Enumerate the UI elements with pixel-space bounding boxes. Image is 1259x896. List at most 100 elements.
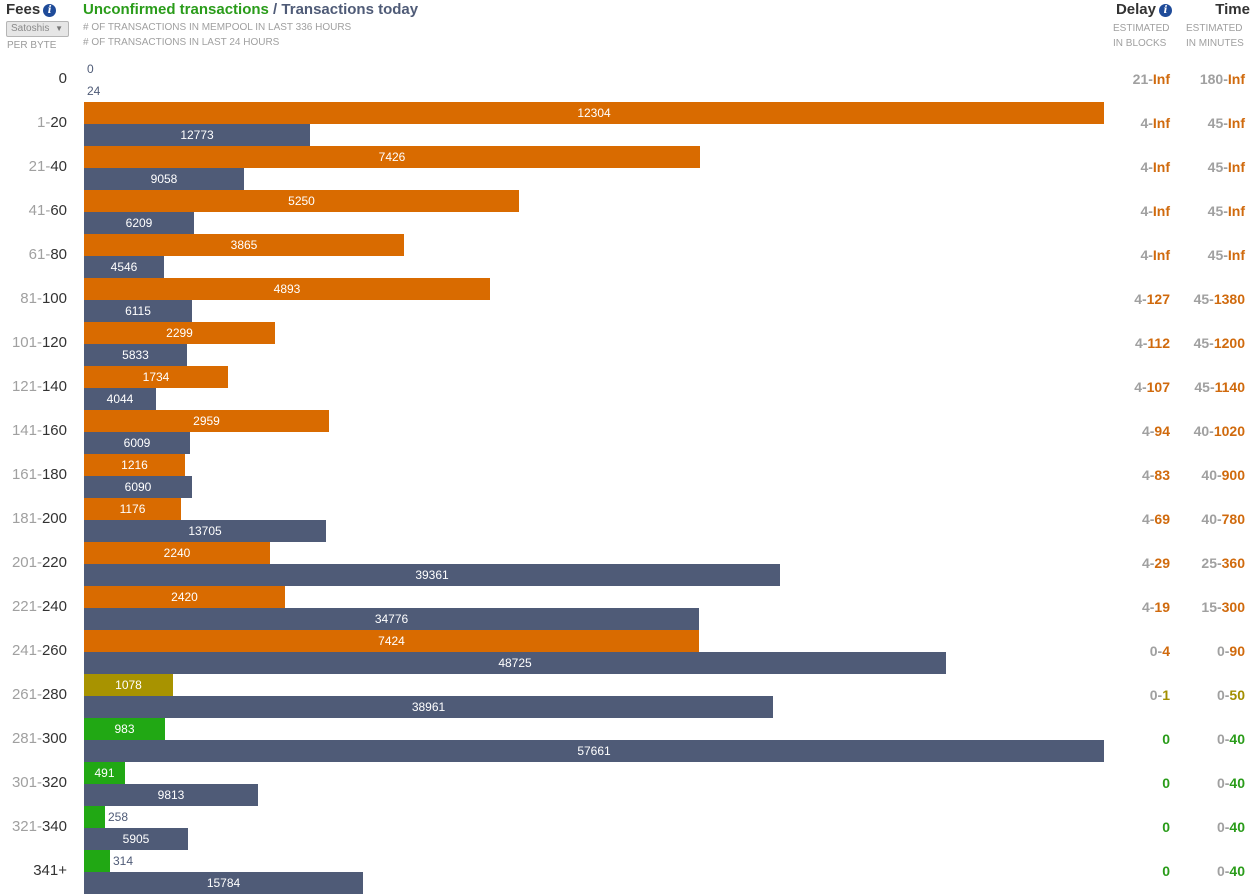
bar-unconfirmed[interactable]	[84, 278, 490, 300]
delay-estimate-low: 4-	[1141, 599, 1155, 615]
delay-estimate-low: 4-	[1141, 423, 1155, 439]
bar-today[interactable]	[84, 564, 780, 586]
bar-unconfirmed[interactable]	[84, 586, 285, 608]
fee-range-label: 341+	[33, 862, 67, 879]
bar-today[interactable]	[84, 520, 326, 542]
delay-estimate-low: 4-	[1140, 203, 1153, 219]
time-estimate-low: 0-	[1216, 863, 1230, 879]
time-estimate-high: 360	[1221, 555, 1245, 571]
fee-range-low: 61	[28, 246, 46, 263]
fee-range-high: 180	[41, 466, 67, 483]
bar-today[interactable]	[84, 168, 244, 190]
delay-estimate-low: 4-	[1141, 555, 1155, 571]
bar-today[interactable]	[84, 476, 192, 498]
bar-unconfirmed[interactable]	[84, 190, 519, 212]
bar-unconfirmed[interactable]	[84, 234, 404, 256]
bar-today[interactable]	[84, 608, 699, 630]
bar-unconfirmed[interactable]	[84, 366, 228, 388]
time-estimate: 0-40	[1217, 774, 1245, 792]
time-estimate: 0-40	[1217, 818, 1245, 836]
bar-today[interactable]	[84, 344, 187, 366]
bar-unconfirmed-label: 7424	[378, 634, 405, 648]
time-estimate-high: Inf	[1227, 159, 1245, 175]
bar-today[interactable]	[84, 212, 194, 234]
fee-range-label: 141-160	[12, 422, 67, 440]
fee-range-label: 301-320	[12, 774, 67, 792]
time-estimate-high: Inf	[1227, 247, 1245, 263]
delay-estimate: 4-107	[1134, 378, 1170, 396]
bar-unconfirmed-label: 0	[87, 62, 94, 76]
time-estimate: 45-1140	[1194, 378, 1245, 396]
bar-unconfirmed[interactable]	[84, 146, 700, 168]
delay-estimate-low: 4-	[1134, 379, 1147, 395]
bar-today[interactable]	[84, 696, 773, 718]
delay-title: Delay i	[1116, 1, 1172, 18]
bar-today[interactable]	[84, 388, 156, 410]
delay-estimate-low: 0-	[1149, 687, 1163, 703]
bar-today-label: 15784	[206, 876, 241, 890]
time-estimate: 45-1380	[1194, 290, 1245, 308]
delay-estimate-high: 0	[1162, 819, 1170, 835]
delay-estimate-high: 94	[1154, 423, 1170, 439]
bar-today[interactable]	[84, 124, 310, 146]
fee-range-low: 141	[11, 422, 37, 439]
bar-unconfirmed[interactable]	[84, 718, 165, 740]
bar-today-label: 4044	[106, 392, 134, 406]
time-estimate-high: 40	[1229, 775, 1245, 791]
delay-estimate: 0	[1162, 862, 1170, 880]
fee-range-low: 81	[20, 290, 37, 307]
bar-unconfirmed[interactable]	[84, 542, 270, 564]
bar-unconfirmed[interactable]	[84, 322, 275, 344]
bar-unconfirmed-label: 7426	[378, 150, 406, 164]
fee-range-label: 281-300	[12, 730, 67, 748]
bar-today[interactable]	[84, 300, 192, 322]
bar-today[interactable]	[84, 828, 188, 850]
delay-estimate: 4-Inf	[1140, 158, 1170, 176]
bar-unconfirmed[interactable]	[84, 410, 329, 432]
delay-estimate-high: Inf	[1152, 159, 1170, 175]
delay-estimate-high: 107	[1146, 379, 1170, 395]
bar-unconfirmed[interactable]	[84, 674, 173, 696]
time-title: Time	[1215, 1, 1250, 18]
fee-range-label: 101-120	[12, 334, 67, 352]
time-estimate-high: 50	[1229, 687, 1245, 703]
delay-estimate: 0-4	[1150, 642, 1170, 660]
bar-unconfirmed-label: 2240	[163, 546, 191, 560]
bar-today[interactable]	[84, 784, 258, 806]
fee-range-low: 241	[11, 642, 37, 659]
delay-estimate: 0	[1162, 818, 1170, 836]
time-estimate-high: Inf	[1227, 115, 1245, 131]
delay-estimate-high: 127	[1146, 291, 1170, 307]
time-estimate: 25-360	[1201, 554, 1245, 572]
bar-unconfirmed[interactable]	[84, 762, 125, 784]
fee-range-label: 81-100	[20, 290, 67, 308]
delay-sub-line: ESTIMATED	[1113, 23, 1170, 34]
time-estimate-low: 45-	[1207, 203, 1228, 219]
bar-unconfirmed[interactable]	[84, 630, 699, 652]
fee-range-high: 120	[41, 334, 67, 351]
bar-unconfirmed[interactable]	[84, 454, 185, 476]
bar-unconfirmed[interactable]	[84, 498, 181, 520]
time-estimate: 15-300	[1201, 598, 1245, 616]
bar-today[interactable]	[84, 652, 946, 674]
bar-today[interactable]	[84, 872, 363, 894]
info-icon[interactable]: i	[1159, 4, 1172, 17]
delay-estimate: 4-112	[1135, 334, 1170, 352]
info-icon[interactable]: i	[43, 4, 57, 17]
fee-range-high: 40	[50, 158, 67, 175]
delay-estimate-low: 4-	[1134, 291, 1147, 307]
bar-today[interactable]	[84, 432, 190, 454]
delay-estimate-high: 69	[1154, 511, 1170, 527]
bar-today[interactable]	[84, 256, 164, 278]
fee-range-low: 161	[11, 466, 37, 483]
delay-estimate-low: 4-	[1141, 511, 1155, 527]
bar-unconfirmed[interactable]	[84, 102, 1104, 124]
bar-unconfirmed[interactable]	[84, 850, 110, 872]
bar-today-label: 57661	[577, 744, 611, 758]
bar-today[interactable]	[84, 740, 1104, 762]
unit-select[interactable]: Satoshis ▼	[6, 21, 69, 37]
fee-range-label: 41-60	[29, 202, 67, 220]
bar-unconfirmed[interactable]	[84, 806, 105, 828]
bar-today-label: 4546	[110, 260, 138, 274]
